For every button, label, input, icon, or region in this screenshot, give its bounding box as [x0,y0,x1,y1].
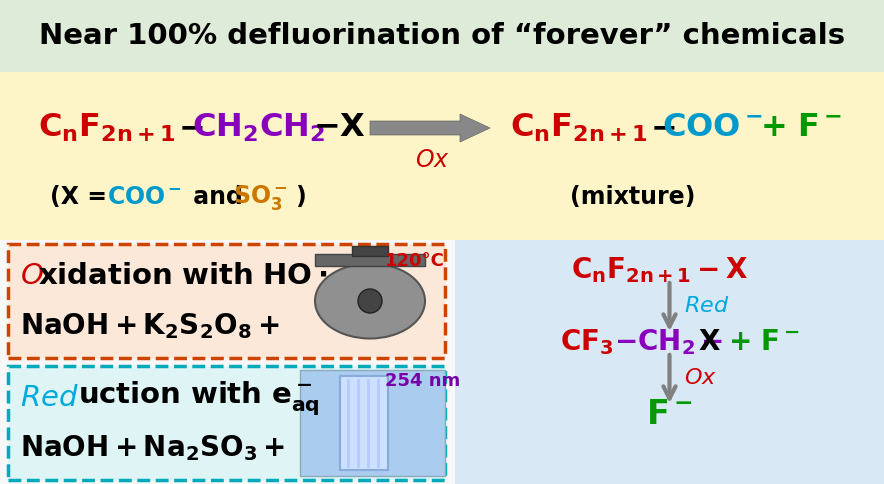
Text: ): ) [295,185,306,209]
Text: $\mathit{Ox}$: $\mathit{Ox}$ [683,368,716,388]
Text: $\mathit{Red}$: $\mathit{Red}$ [20,384,79,412]
Bar [0,240,455,484]
Bar [340,376,388,470]
Bar [300,370,445,476]
Text: $\mathit{Red}$: $\mathit{Red}$ [683,296,729,316]
Text: $\mathbf{CF_3}$: $\mathbf{CF_3}$ [560,327,613,357]
Text: $\mathbf{+\ F^-}$: $\mathbf{+\ F^-}$ [728,328,799,356]
Ellipse shape [315,263,425,338]
FancyArrow shape [370,114,490,142]
Bar [315,254,425,266]
Text: $\mathbf{C_nF_{2n+1}}$: $\mathbf{C_nF_{2n+1}}$ [38,112,176,144]
Text: $\mathbf{-}$: $\mathbf{-}$ [650,112,675,143]
Circle shape [358,289,382,313]
Text: $\mathbf{CH_2CH_2}$: $\mathbf{CH_2CH_2}$ [192,112,325,144]
Text: $\mathbf{COO^-}$: $\mathbf{COO^-}$ [107,185,182,209]
Text: $\mathbf{COO^-}$: $\mathbf{COO^-}$ [662,112,763,143]
Bar [0,0,884,72]
Bar [0,72,884,240]
Text: 120°C: 120°C [385,252,445,270]
Bar [352,246,388,256]
Text: $\mathit{O}$: $\mathit{O}$ [20,262,44,290]
Text: $\mathbf{X}$: $\mathbf{X}$ [697,328,720,356]
Text: 254 nm: 254 nm [385,372,461,390]
Bar [8,366,445,480]
Text: Near 100% defluorination of “forever” chemicals: Near 100% defluorination of “forever” ch… [39,22,845,50]
Text: $\mathbf{+\ F^-}$: $\mathbf{+\ F^-}$ [760,112,842,143]
Text: $\mathbf{SO_3^-}$: $\mathbf{SO_3^-}$ [233,182,287,212]
Text: (mixture): (mixture) [570,185,696,209]
Text: $\mathbf{F^-}$: $\mathbf{F^-}$ [646,397,693,430]
Text: $\mathbf{-CH_2-}$: $\mathbf{-CH_2-}$ [614,327,724,357]
Text: $\mathbf{NaOH + Na_2SO_3 +}$: $\mathbf{NaOH + Na_2SO_3 +}$ [20,433,286,463]
Text: $\mathbf{-}$: $\mathbf{-}$ [178,112,203,143]
Text: $\mathbf{C_nF_{2n+1}}$: $\mathbf{C_nF_{2n+1}}$ [510,112,648,144]
Text: $\mathbf{C_nF_{2n+1}-X}$: $\mathbf{C_nF_{2n+1}-X}$ [571,255,748,285]
Text: $\mathbf{NaOH + K_2S_2O_8 +}$: $\mathbf{NaOH + K_2S_2O_8 +}$ [20,311,279,341]
Text: $\mathit{Ox}$: $\mathit{Ox}$ [415,148,449,172]
Text: and: and [185,185,251,209]
Text: $\mathbf{uction\ with\ e_{aq}^-}$: $\mathbf{uction\ with\ e_{aq}^-}$ [78,379,320,417]
Bar [8,244,445,358]
Text: $\mathbf{-X}$: $\mathbf{-X}$ [313,112,366,143]
Text: $\mathbf{xidation\ with\ HO\bullet}$: $\mathbf{xidation\ with\ HO\bullet}$ [38,262,327,290]
Bar [455,240,884,484]
Text: (X =: (X = [50,185,115,209]
